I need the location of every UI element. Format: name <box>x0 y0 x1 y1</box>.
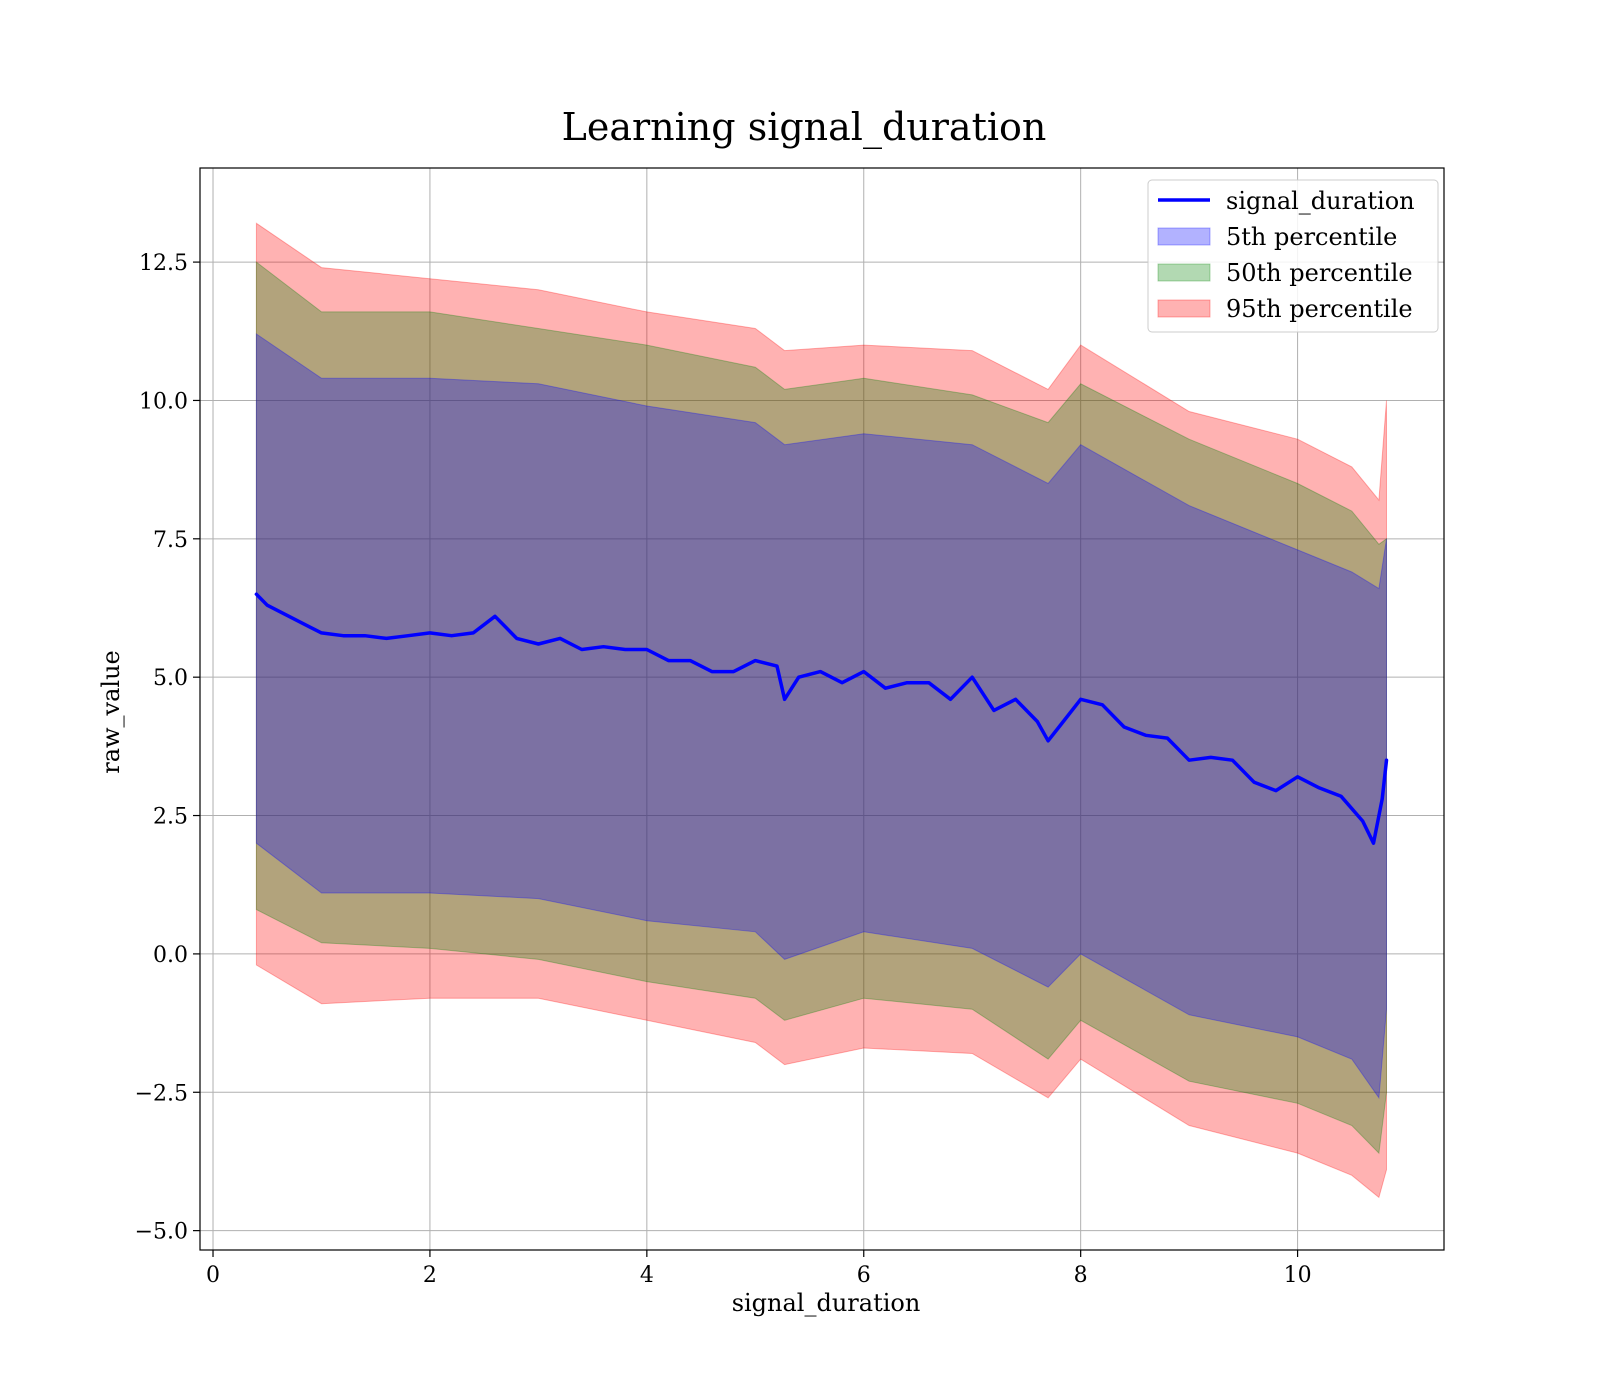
y-tick-label: −5.0 <box>135 1220 188 1245</box>
signal-duration-line <box>254 592 1389 845</box>
x-tick-label: 8 <box>1074 1263 1088 1288</box>
band-95th-percentile <box>255 222 1387 1199</box>
x-tick-label: 10 <box>1284 1263 1312 1288</box>
x-axis-ticks: 0 2 4 6 8 10 <box>206 1250 1312 1288</box>
legend: signal_duration 5th percentile 50th perc… <box>1147 179 1439 333</box>
legend-frame <box>1147 179 1439 333</box>
plot-area <box>199 167 1445 1251</box>
legend-label-95th: 95th percentile <box>1226 295 1413 323</box>
y-axis-label: raw_value <box>97 650 125 774</box>
y-tick-label: 5.0 <box>153 666 188 691</box>
y-tick-label: 10.0 <box>139 389 188 414</box>
signal-line-layer <box>254 592 1389 845</box>
y-axis-ticks: 12.5 10.0 7.5 5.0 2.5 0.0 −2.5 −5.0 <box>135 251 200 1245</box>
x-tick-label: 6 <box>857 1263 871 1288</box>
legend-swatch-95th <box>1157 299 1211 318</box>
band-50th-percentile <box>255 261 1387 1155</box>
chart-title: Learning signal_duration <box>562 105 1047 150</box>
x-tick-label: 2 <box>423 1263 437 1288</box>
band-5th-percentile <box>255 333 1387 1100</box>
x-axis-label: signal_duration <box>732 1289 921 1317</box>
y-tick-label: −2.5 <box>135 1081 188 1106</box>
x-tick-label: 0 <box>206 1263 220 1288</box>
legend-swatch-50th <box>1157 263 1211 282</box>
y-tick-label: 7.5 <box>153 528 188 553</box>
legend-label-line: signal_duration <box>1226 187 1415 215</box>
legend-label-5th: 5th percentile <box>1226 223 1397 251</box>
plot-frame <box>199 167 1445 1251</box>
plot-background <box>200 168 1444 1250</box>
y-tick-label: 12.5 <box>139 251 188 276</box>
legend-label-50th: 50th percentile <box>1226 259 1413 287</box>
y-tick-label: 2.5 <box>153 805 188 830</box>
y-tick-label: 0.0 <box>153 943 188 968</box>
percentile-bands <box>255 222 1387 1199</box>
x-tick-label: 4 <box>640 1263 654 1288</box>
legend-swatch-5th <box>1157 227 1211 246</box>
